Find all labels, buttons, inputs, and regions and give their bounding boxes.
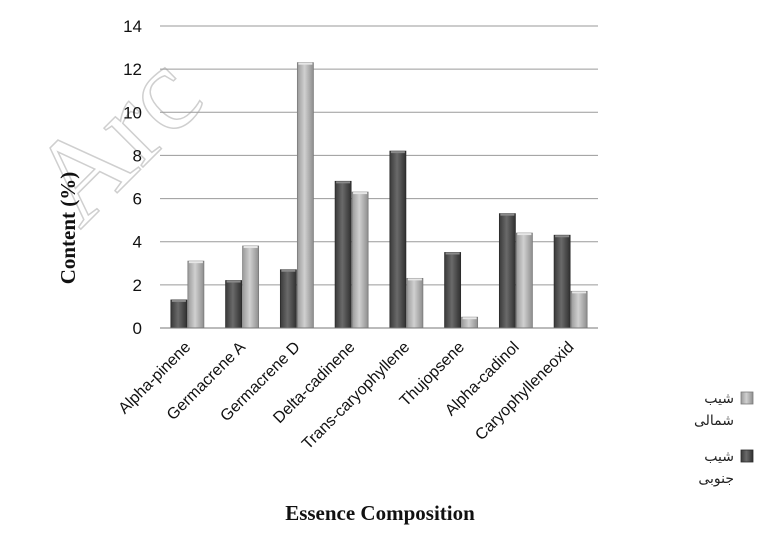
legend-swatch-north: [740, 391, 754, 405]
y-tick-label: 10: [123, 103, 142, 122]
x-axis-title: Essence Composition: [285, 501, 475, 525]
bar-top-highlight: [281, 269, 296, 272]
bar-top-highlight: [243, 246, 258, 249]
bar-top-highlight: [336, 181, 351, 184]
bar-top-highlight: [555, 235, 570, 238]
y-tick-label: 0: [133, 319, 142, 338]
bar-top-highlight: [171, 299, 186, 302]
y-tick-label: 8: [133, 146, 142, 165]
watermark: Arc: [4, 27, 225, 248]
bar-south-3: [279, 269, 297, 329]
bar-north-8: [570, 290, 588, 329]
bar-top-highlight: [572, 291, 587, 294]
bar-north-4: [351, 191, 369, 329]
y-axis-title: Content (%): [56, 172, 80, 285]
bar-north-7: [515, 232, 533, 329]
bar-south-1: [170, 299, 188, 329]
bar-south-7: [498, 213, 516, 329]
bar-top-highlight: [298, 62, 313, 65]
y-tick-label: 12: [123, 60, 142, 79]
bar-top-highlight: [226, 280, 241, 283]
gridlines: [160, 25, 598, 286]
bar-top-highlight: [462, 317, 477, 320]
y-tick-label: 6: [133, 190, 142, 209]
bar-south-5: [389, 150, 407, 329]
bar-top-highlight: [445, 252, 460, 255]
bar-south-4: [334, 180, 352, 329]
legend-swatch-south: [740, 449, 754, 463]
bar-south-8: [553, 234, 571, 329]
bar-north-1: [187, 260, 205, 329]
bar-south-6: [444, 252, 462, 329]
bar-north-3: [296, 62, 314, 329]
bars: [170, 62, 588, 329]
bar-north-2: [242, 245, 260, 329]
y-tick-label: 2: [133, 276, 142, 295]
x-category-label: Trans-caryophyllene: [299, 339, 413, 453]
legend: شیب شمالی شیب جنوبی: [694, 391, 754, 487]
y-axis-tick-labels: 0 2 4 6 8 10 12 14: [123, 17, 142, 338]
bar-top-highlight: [500, 213, 515, 216]
legend-label-north: شیب شمالی: [694, 391, 734, 429]
legend-label-south: شیب جنوبی: [698, 449, 734, 487]
bar-top-highlight: [188, 261, 203, 264]
bar-north-5: [406, 277, 424, 329]
bar-top-highlight: [390, 151, 405, 154]
y-tick-label: 14: [123, 17, 142, 36]
bar-top-highlight: [407, 278, 422, 281]
bar-top-highlight: [517, 233, 532, 236]
x-category-label: Caryophylleneoxid: [472, 339, 577, 444]
bar-south-2: [225, 280, 243, 329]
bar-top-highlight: [353, 192, 368, 195]
y-tick-label: 4: [133, 233, 142, 252]
